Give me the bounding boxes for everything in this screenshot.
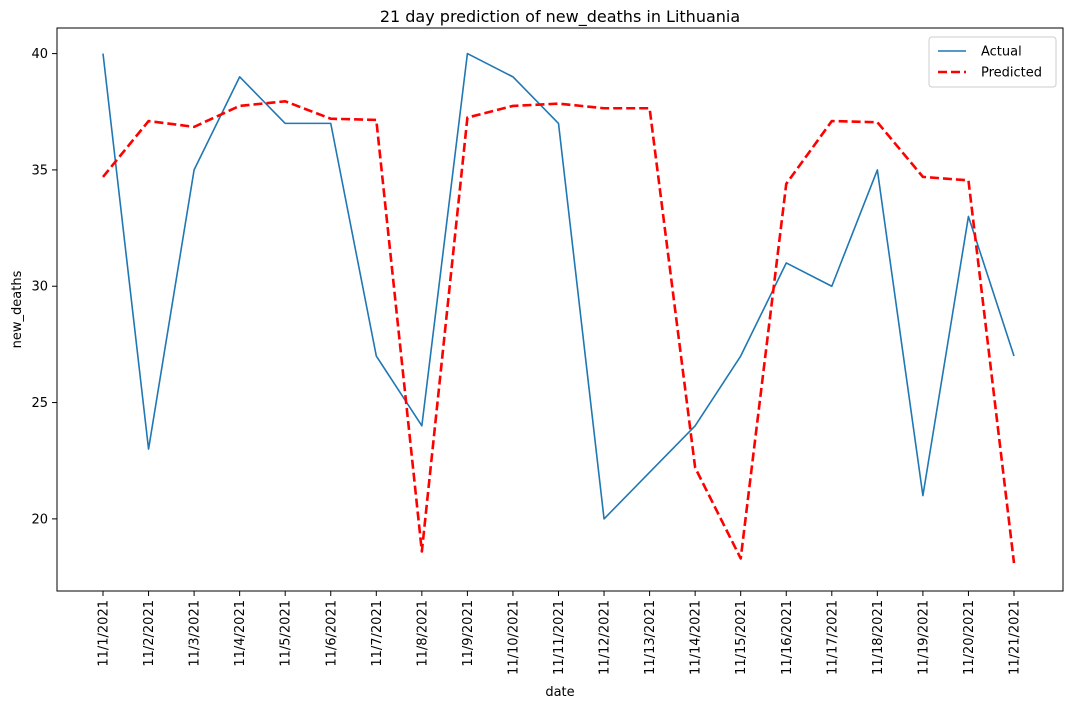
x-tick-label: 11/16/2021	[780, 600, 795, 675]
plot-series	[101, 52, 1016, 564]
legend-box	[928, 36, 1057, 88]
y-tick-label: 25	[31, 396, 48, 411]
legend: Actual Predicted	[928, 36, 1057, 88]
x-tick-label: 11/20/2021	[962, 600, 977, 675]
x-tick-label: 11/3/2021	[188, 600, 203, 667]
x-tick-label: 11/6/2021	[324, 600, 339, 667]
y-tick-label: 30	[31, 280, 48, 295]
x-tick-label: 11/9/2021	[461, 600, 476, 667]
x-axis-label: date	[545, 685, 574, 700]
x-tick-label: 11/21/2021	[1008, 600, 1023, 675]
x-tick-label: 11/8/2021	[415, 600, 430, 667]
x-tick-label: 11/18/2021	[871, 600, 886, 675]
y-axis: 20 25 30 35 40	[31, 47, 57, 527]
series-line-predicted	[101, 99, 1016, 564]
x-tick-label: 11/14/2021	[689, 600, 704, 675]
x-tick-label: 11/13/2021	[643, 600, 658, 675]
x-tick-label: 11/4/2021	[233, 600, 248, 667]
x-tick-label: 11/11/2021	[552, 600, 567, 675]
x-tick-label: 11/17/2021	[825, 600, 840, 675]
x-axis: 11/1/2021 11/2/2021 11/3/2021 11/4/2021 11/5…	[97, 591, 1023, 675]
x-tick-label: 11/12/2021	[598, 600, 613, 675]
x-tick-label: 11/2/2021	[142, 600, 157, 667]
legend-label-predicted: Predicted	[981, 66, 1042, 81]
x-tick-label: 11/5/2021	[279, 600, 294, 667]
y-axis-label: new_deaths	[10, 270, 25, 348]
x-tick-label: 11/19/2021	[916, 600, 931, 675]
x-tick-label: 11/7/2021	[370, 600, 385, 667]
series-line-actual	[102, 52, 1015, 520]
chart-title: 21 day prediction of new_deaths in Lithu…	[380, 7, 740, 27]
y-tick-label: 40	[31, 47, 48, 62]
x-tick-label: 11/10/2021	[506, 600, 521, 675]
plot-frame	[56, 27, 1064, 592]
x-tick-label: 11/1/2021	[97, 600, 112, 667]
y-tick-label: 35	[31, 163, 48, 178]
x-tick-label: 11/15/2021	[734, 600, 749, 675]
legend-label-actual: Actual	[981, 45, 1022, 60]
y-tick-label: 20	[31, 512, 48, 527]
